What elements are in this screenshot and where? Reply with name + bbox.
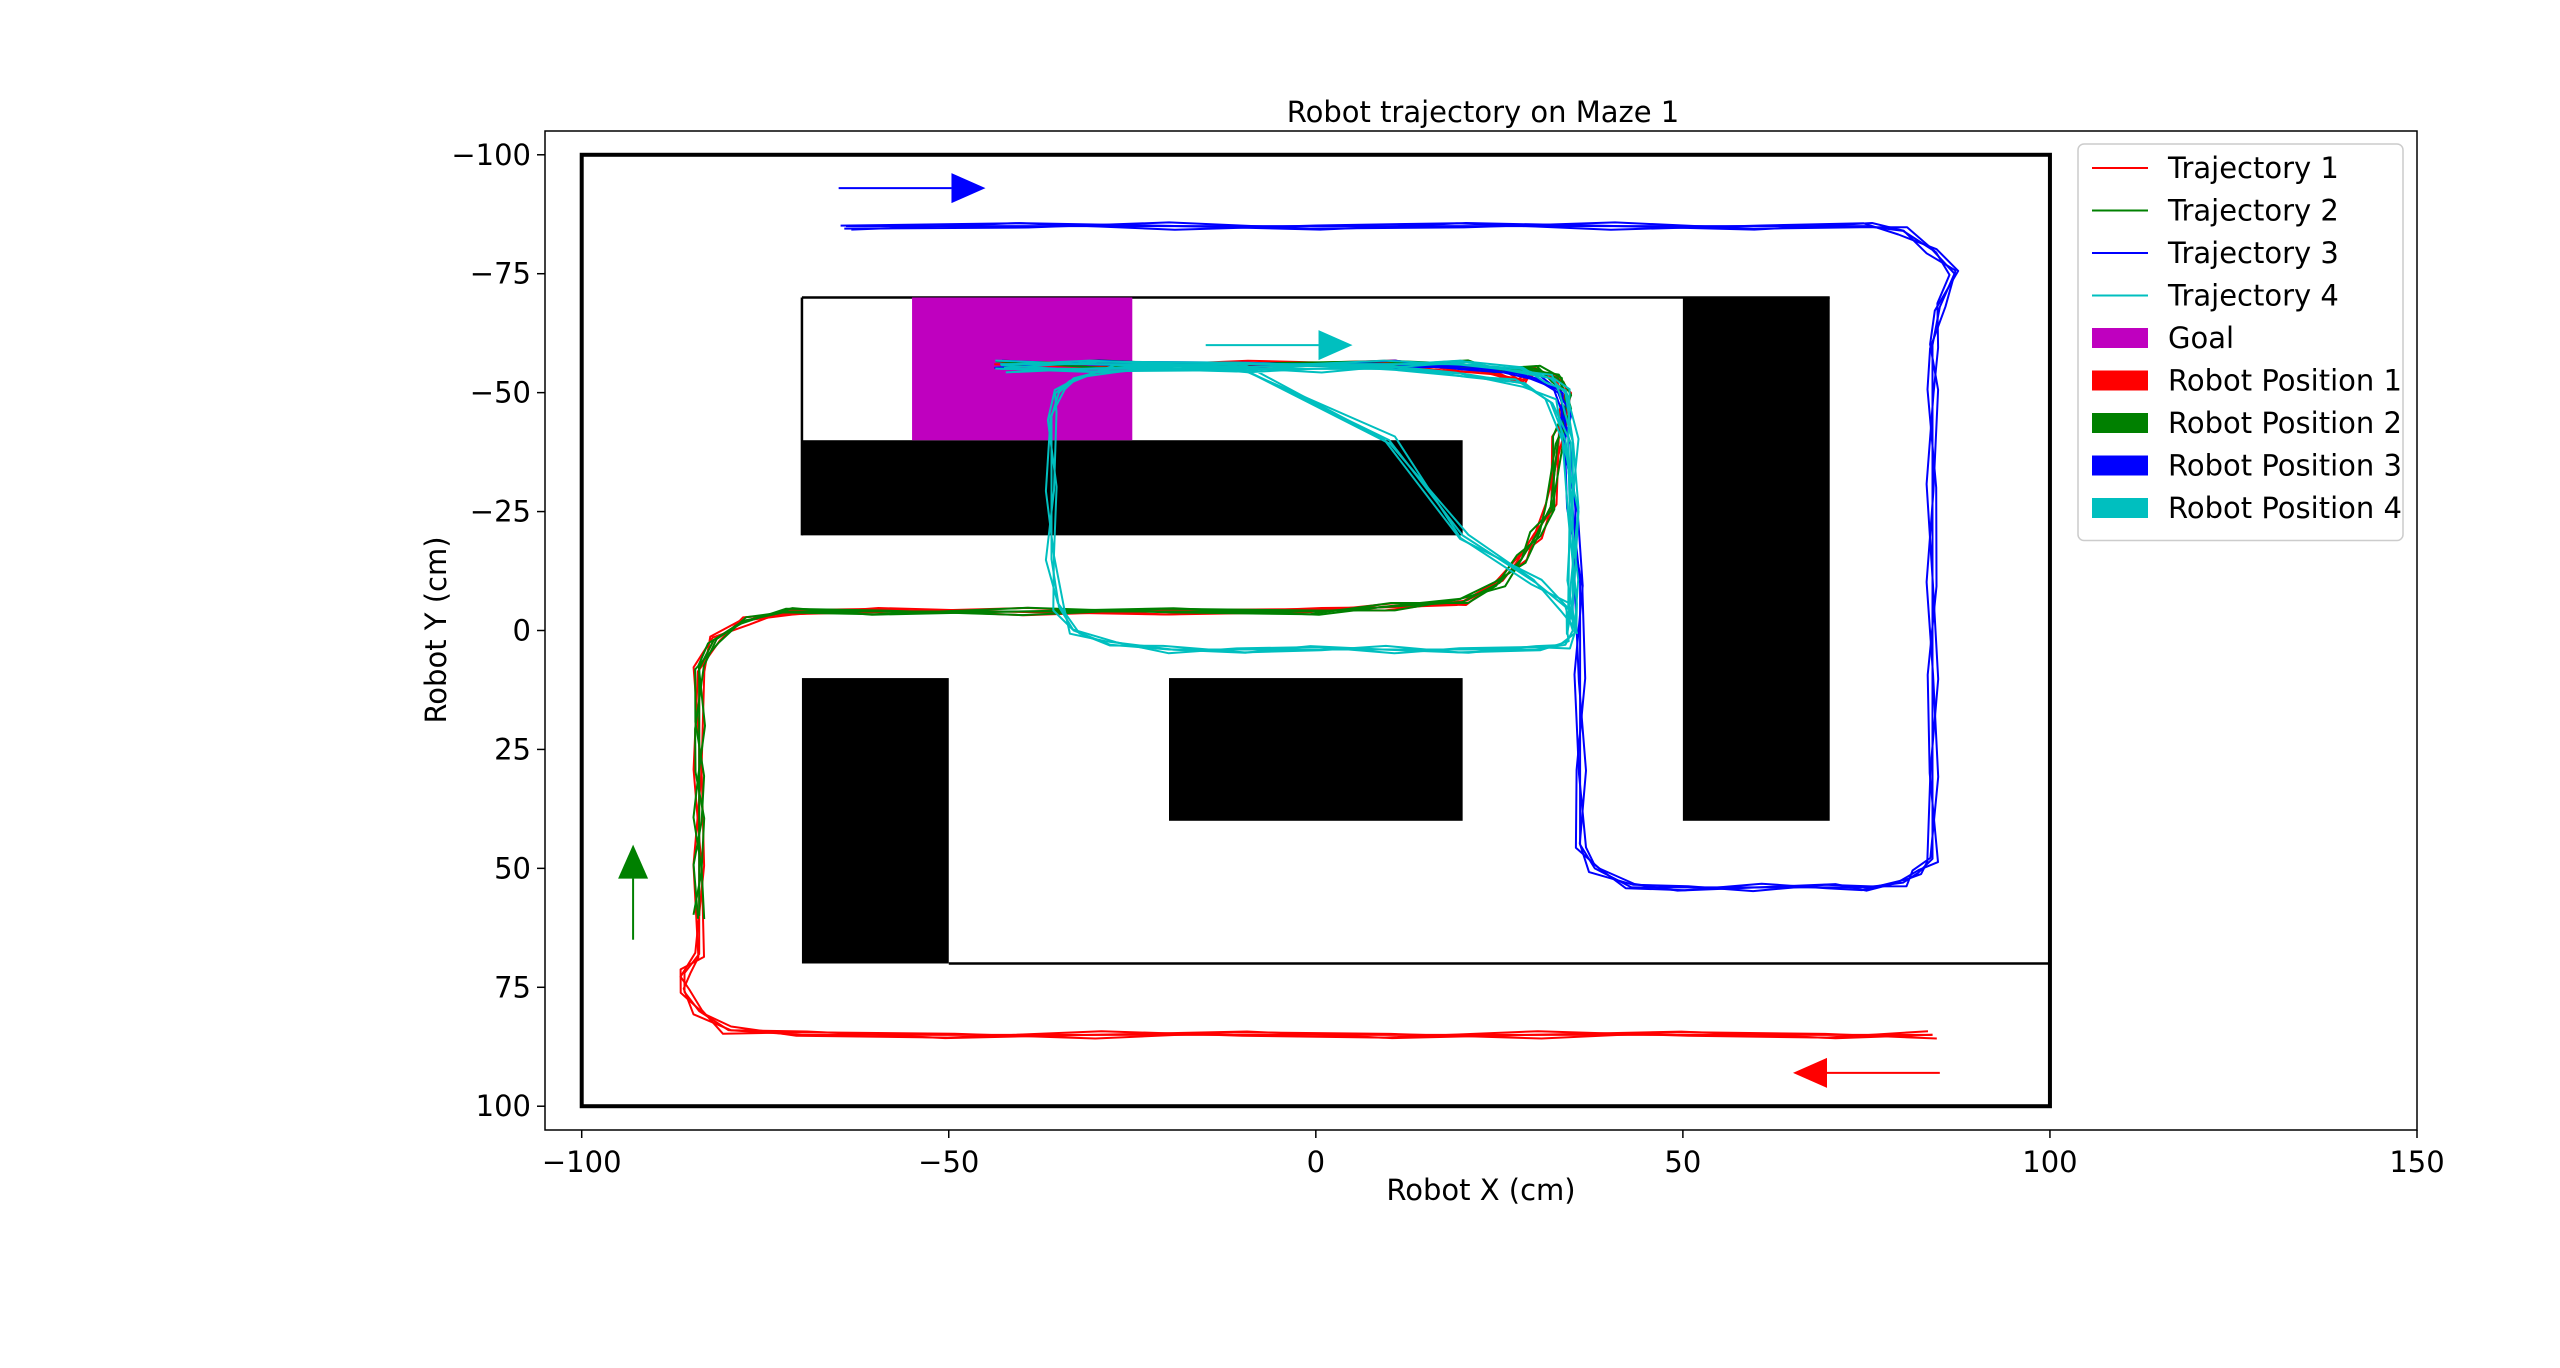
legend-label: Robot Position 4 [2168,491,2402,525]
maze-outer-wall [579,152,2052,1109]
y-tick-label: −50 [470,376,531,410]
legend-patch-swatch [2092,370,2148,391]
legend-patch-swatch [2092,413,2148,433]
x-tick-label: −100 [542,1145,622,1179]
legend-patch-swatch [2092,498,2148,518]
maze-block [801,678,949,964]
y-axis: −100 −75 −50 −25 0 25 50 75 100 [451,138,545,1123]
start-arrow-head [618,844,649,879]
plot-area [579,152,2052,1109]
y-tick-label: 0 [513,614,531,648]
start-arrow-head [1318,330,1353,361]
y-tick-label: −25 [470,495,531,529]
x-tick-label: 0 [1307,1145,1325,1179]
legend-patch-swatch [2092,455,2148,476]
y-axis-label: Robot Y (cm) [419,536,453,723]
x-tick-label: −50 [918,1145,979,1179]
legend-label: Robot Position 1 [2168,364,2402,398]
legend-label: Trajectory 4 [2167,279,2339,313]
legend-label: Trajectory 2 [2167,194,2339,228]
chart-title: Robot trajectory on Maze 1 [1287,95,1680,129]
y-tick-label: 25 [494,732,531,766]
legend-label: Robot Position 2 [2168,406,2402,440]
maze-block [1682,297,1830,821]
x-axis: −100 −50 0 50 100 150 [542,1130,2445,1179]
legend-label: Robot Position 3 [2168,449,2402,483]
maze-block [801,440,1463,536]
y-tick-label: 75 [494,970,531,1004]
legend: Trajectory 1 Trajectory 2 Trajectory 3 Traj… [2077,143,2404,542]
series-trajectory-3 [840,221,1960,893]
trajectory-line [840,222,1960,893]
y-tick-label: −75 [470,257,531,291]
x-tick-label: 100 [2022,1145,2077,1179]
legend-label: Goal [2168,321,2234,355]
legend-label: Trajectory 3 [2167,236,2339,270]
start-arrow-head [1793,1057,1827,1088]
x-axis-label: Robot X (cm) [1386,1173,1575,1207]
start-arrow-head [951,173,986,204]
legend-box [2077,143,2404,542]
trajectory-line [1003,360,1580,655]
series-trajectory-4 [995,359,1580,655]
y-tick-label: 100 [476,1089,531,1123]
maze-block [1169,678,1463,821]
x-tick-label: 50 [1664,1145,1701,1179]
legend-patch-swatch [2092,328,2148,348]
legend-label: Trajectory 1 [2167,151,2339,185]
y-tick-label: −100 [451,138,531,172]
x-tick-label: 150 [2389,1145,2444,1179]
trajectory-line [995,359,1580,654]
y-tick-label: 50 [494,851,531,885]
